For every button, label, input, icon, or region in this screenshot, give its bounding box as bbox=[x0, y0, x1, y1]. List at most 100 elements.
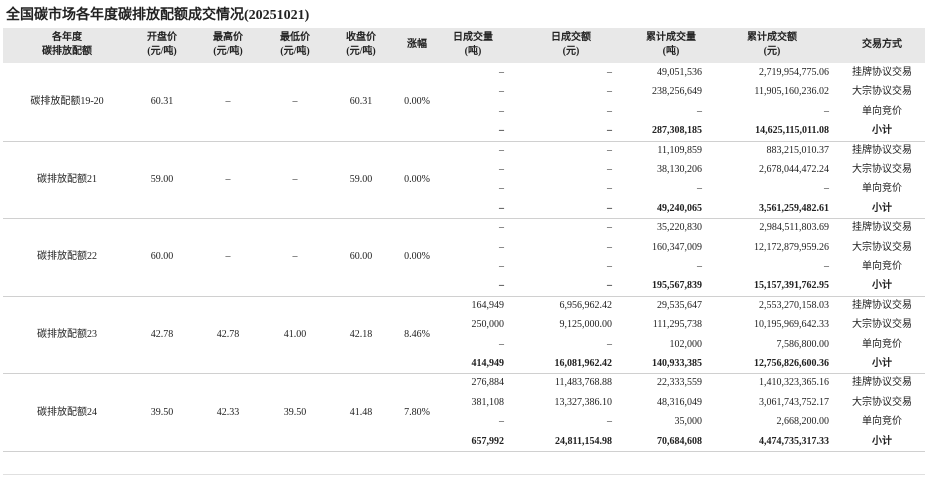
row-label: 碳排放配额22 bbox=[37, 251, 97, 263]
table-cell: – bbox=[607, 125, 612, 137]
table-cell: 6,956,962.42 bbox=[559, 299, 613, 311]
group-cell: 59.00 bbox=[150, 173, 174, 185]
table-cell: 49,240,065 bbox=[657, 202, 702, 214]
table-cell: – bbox=[607, 67, 612, 78]
table-cell: – bbox=[607, 86, 612, 98]
table-cell: 15,157,391,762.95 bbox=[754, 280, 829, 292]
table-cell: 276,884 bbox=[471, 377, 505, 389]
table-cell: 883,215,010.37 bbox=[766, 144, 830, 156]
table-cell: 250,000 bbox=[471, 319, 505, 331]
group-cell: – bbox=[225, 96, 231, 108]
table-cell: – bbox=[607, 241, 612, 253]
table-cell: 挂牌协议交易 bbox=[852, 299, 912, 311]
table-cell: 12,172,879,959.26 bbox=[754, 241, 829, 253]
table-cell: – bbox=[824, 183, 829, 195]
table-cell: 160,347,009 bbox=[652, 241, 702, 253]
table-cell: 35,220,830 bbox=[657, 222, 702, 234]
table-cell: 35,000 bbox=[674, 416, 703, 428]
table-cell: 9,125,000.00 bbox=[559, 319, 613, 331]
group-cell: 8.46% bbox=[404, 328, 430, 340]
table-cell: – bbox=[607, 164, 612, 175]
table-cell: 49,051,536 bbox=[657, 67, 702, 78]
column-header: (元/吨) bbox=[280, 46, 310, 57]
table-cell: 10,195,969,642.33 bbox=[754, 319, 829, 331]
table-cell: 12,756,826,600.36 bbox=[754, 358, 829, 369]
row-label: 碳排放配额21 bbox=[37, 173, 97, 185]
table-cell: 195,567,839 bbox=[652, 280, 702, 292]
column-header: (元/吨) bbox=[147, 46, 177, 57]
table-cell: 挂牌协议交易 bbox=[852, 144, 912, 156]
table-bottom bbox=[3, 474, 925, 475]
group-cell: 42.78 bbox=[150, 328, 174, 340]
table-cell: 小计 bbox=[872, 280, 892, 292]
table-cell: – bbox=[499, 183, 504, 195]
table-cell: – bbox=[499, 164, 504, 175]
row-divider bbox=[3, 295, 925, 297]
column-header: 交易方式 bbox=[862, 39, 902, 50]
column-header: (吨) bbox=[464, 46, 482, 57]
row-label: 碳排放配额19-20 bbox=[30, 96, 104, 108]
column-header: 各年度 bbox=[52, 32, 82, 43]
table-cell: – bbox=[499, 144, 504, 156]
column-header: 最高价 bbox=[213, 32, 243, 43]
group-cell: 60.31 bbox=[349, 96, 373, 108]
table-cell: – bbox=[499, 241, 504, 253]
table-cell: 单向竞价 bbox=[862, 105, 902, 117]
table-cell: 2,553,270,158.03 bbox=[759, 299, 829, 311]
column-header: 碳排放配额 bbox=[42, 46, 92, 57]
group-cell: – bbox=[292, 251, 298, 263]
group-cell: 42.78 bbox=[216, 328, 240, 340]
column-header: 累计成交额 bbox=[747, 32, 797, 43]
column-header: (元) bbox=[562, 46, 580, 57]
table-cell: 大宗协议交易 bbox=[852, 319, 912, 331]
table-cell: 挂牌协议交易 bbox=[852, 67, 912, 78]
table-cell: – bbox=[499, 67, 504, 78]
group-cell: 39.50 bbox=[283, 406, 307, 418]
group-cell: 60.00 bbox=[150, 251, 174, 263]
group-cell: 42.18 bbox=[349, 328, 373, 340]
group-cell: 39.50 bbox=[150, 406, 174, 418]
group-cell: 42.33 bbox=[216, 406, 240, 418]
table-cell: 挂牌协议交易 bbox=[852, 222, 912, 234]
table-cell: 小计 bbox=[872, 435, 892, 447]
table-cell: 16,081,962.42 bbox=[554, 358, 613, 369]
table-cell: – bbox=[499, 202, 504, 214]
table-cell: 大宗协议交易 bbox=[852, 86, 912, 98]
column-header: (元/吨) bbox=[346, 46, 376, 57]
table-cell: 381,108 bbox=[471, 396, 505, 408]
table-cell: – bbox=[824, 261, 829, 272]
table-cell: 48,316,049 bbox=[657, 396, 702, 408]
table-cell: – bbox=[607, 261, 612, 272]
table-cell: 29,535,647 bbox=[657, 299, 702, 311]
table-cell: 大宗协议交易 bbox=[852, 396, 912, 408]
table-cell: 小计 bbox=[872, 202, 892, 214]
table-cell: 11,483,768.88 bbox=[554, 377, 612, 389]
row-divider bbox=[3, 451, 925, 452]
table-cell: 大宗协议交易 bbox=[852, 164, 912, 175]
table-cell: 2,719,954,775.06 bbox=[759, 67, 829, 78]
table-cell: – bbox=[607, 105, 612, 117]
row-label: 碳排放配额24 bbox=[37, 406, 97, 418]
table-cell: 140,933,385 bbox=[652, 358, 702, 369]
table-cell: 单向竞价 bbox=[862, 261, 902, 272]
column-header: 累计成交量 bbox=[646, 32, 696, 43]
column-header: 开盘价 bbox=[147, 32, 177, 43]
group-cell: 0.00% bbox=[404, 96, 430, 108]
table-cell: 小计 bbox=[872, 125, 892, 137]
table-cell: 14,625,115,011.08 bbox=[755, 125, 829, 137]
table-header bbox=[3, 28, 925, 63]
table-cell: 414,949 bbox=[471, 358, 505, 369]
table-cell: 大宗协议交易 bbox=[852, 241, 912, 253]
table-cell: 102,000 bbox=[669, 338, 703, 350]
table-cell: – bbox=[824, 105, 829, 117]
table-cell: 22,333,559 bbox=[657, 377, 702, 389]
table-cell: – bbox=[607, 144, 612, 156]
table-cell: 2,984,511,803.69 bbox=[759, 222, 829, 234]
table-cell: – bbox=[607, 222, 612, 234]
column-header: 最低价 bbox=[280, 32, 310, 43]
table-cell: 111,295,738 bbox=[652, 319, 702, 331]
group-cell: – bbox=[292, 96, 298, 108]
table-cell: 38,130,206 bbox=[657, 164, 702, 175]
table-cell: 7,586,800.00 bbox=[776, 338, 830, 350]
table-cell: 单向竞价 bbox=[862, 416, 902, 428]
